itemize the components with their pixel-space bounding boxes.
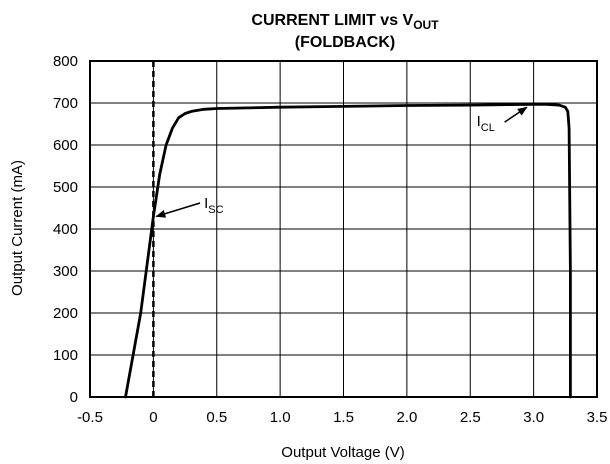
y-tick-label: 600 <box>53 137 78 154</box>
annotation-isc-subscript: SC <box>208 204 223 216</box>
series-group <box>124 102 572 399</box>
x-tick-labels: -0.5 0 0.5 1.0 1.5 2.0 2.5 3.0 3.5 <box>77 409 607 426</box>
y-tick-label: 700 <box>53 95 78 112</box>
annotation-isc-label: ISC <box>204 195 224 216</box>
y-tick-label: 300 <box>53 263 78 280</box>
series-line-0 <box>124 102 572 399</box>
y-tick-label: 0 <box>70 389 78 406</box>
y-tick-label: 800 <box>53 53 78 70</box>
x-tick-label: 2.5 <box>460 409 481 426</box>
x-tick-label: 0.5 <box>206 409 227 426</box>
y-tick-label: 200 <box>53 305 78 322</box>
annotation-isc-main: I <box>204 195 208 212</box>
y-tick-labels: 0 100 200 300 400 500 600 700 800 <box>53 53 78 406</box>
chart-title-line2: (FOLDBACK) <box>295 34 395 51</box>
y-tick-label: 500 <box>53 179 78 196</box>
x-tick-label: 0 <box>149 409 157 426</box>
y-axis-label: Output Current (mA) <box>9 160 26 296</box>
chart-title-main: CURRENT LIMIT vs V <box>251 12 413 29</box>
x-tick-label: 3.5 <box>587 409 608 426</box>
x-tick-label: 1.0 <box>270 409 291 426</box>
x-axis-label: Output Voltage (V) <box>281 444 404 461</box>
x-tick-label: 3.0 <box>523 409 544 426</box>
y-tick-label: 400 <box>53 221 78 238</box>
annotation-icl-main: I <box>477 113 481 130</box>
x-tick-label: -0.5 <box>77 409 103 426</box>
chart-title-line1: CURRENT LIMIT vs VOUT <box>251 12 439 32</box>
annotation-icl-label: ICL <box>477 113 495 134</box>
annotation-icl-arrow <box>504 106 528 123</box>
annotation-isc-arrow <box>155 202 201 218</box>
plot-frame <box>89 60 598 398</box>
x-tick-label: 1.5 <box>333 409 354 426</box>
chart-title-subscript: OUT <box>413 18 439 32</box>
y-tick-label: 100 <box>53 347 78 364</box>
annotation-icl-subscript: CL <box>481 122 495 134</box>
x-tick-label: 2.0 <box>396 409 417 426</box>
